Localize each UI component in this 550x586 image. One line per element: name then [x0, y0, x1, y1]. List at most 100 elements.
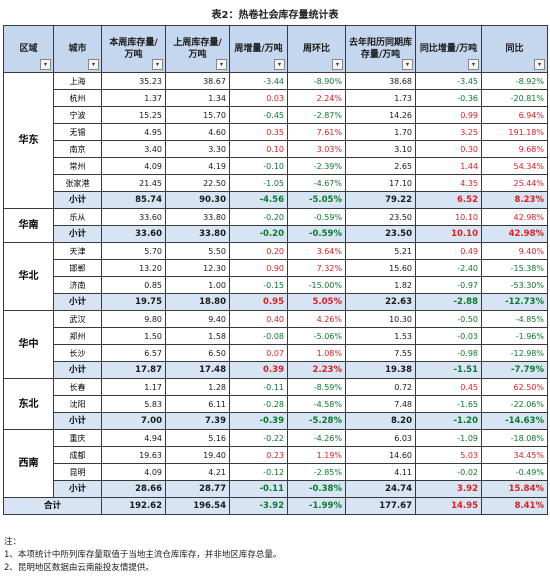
cell-week-pct: -4.26%	[287, 429, 346, 447]
cell-year-change: 3.25	[415, 123, 482, 141]
cell-city: 常州	[53, 157, 102, 175]
filter-dropdown-icon[interactable]: ▾	[534, 59, 545, 70]
cell-week-change: -0.15	[229, 276, 288, 294]
cell-year-pct: -53.30%	[481, 276, 548, 294]
filter-dropdown-icon[interactable]: ▾	[40, 59, 51, 70]
cell-current-week: 13.20	[101, 259, 166, 277]
subtotal-row: 小计 17.87 17.48 0.39 2.23% 19.38 -1.51 -7.79%	[4, 361, 548, 379]
cell-year-pct: -22.06%	[481, 395, 548, 413]
subtotal-row: 小计 33.60 33.80 -0.20 -0.59% 23.50 10.10 42.98%	[4, 225, 548, 243]
cell-previous-week: 1.58	[165, 327, 230, 345]
cell-subtotal-label: 小计	[53, 293, 102, 311]
cell-previous-week: 28.77	[165, 480, 230, 498]
cell-current-week: 7.00	[101, 412, 166, 430]
cell-week-pct: -5.28%	[287, 412, 346, 430]
cell-current-week: 5.70	[101, 242, 166, 260]
cell-week-change: -0.12	[229, 463, 288, 481]
cell-week-pct: -4.67%	[287, 174, 346, 192]
cell-last-year: 22.63	[345, 293, 416, 311]
cell-previous-week: 4.19	[165, 157, 230, 175]
cell-current-week: 0.85	[101, 276, 166, 294]
cell-city: 成都	[53, 446, 102, 464]
filter-dropdown-icon[interactable]: ▾	[152, 59, 163, 70]
cell-last-year: 1.82	[345, 276, 416, 294]
cell-year-change: -0.97	[415, 276, 482, 294]
cell-year-change: -1.65	[415, 395, 482, 413]
cell-city: 天津	[53, 242, 102, 260]
cell-week-change: 0.39	[229, 361, 288, 379]
cell-previous-week: 38.67	[165, 72, 230, 90]
cell-year-pct: -8.92%	[481, 72, 548, 90]
cell-week-pct: 2.24%	[287, 89, 346, 107]
cell-year-change: -0.02	[415, 463, 482, 481]
inventory-table: 区域 ▾ 城市 ▾ 本周库存量/万吨 ▾ 上周库存量/万吨 ▾ 周增量/万吨 ▾ 周环比 ▾…	[3, 25, 548, 515]
cell-city: 南京	[53, 140, 102, 158]
cell-week-change: -1.05	[229, 174, 288, 192]
cell-city: 武汉	[53, 310, 102, 328]
cell-city: 长春	[53, 378, 102, 396]
cell-week-change: 0.10	[229, 140, 288, 158]
cell-current-week: 19.63	[101, 446, 166, 464]
cell-last-year: 7.55	[345, 344, 416, 362]
cell-previous-week: 6.50	[165, 344, 230, 362]
cell-previous-week: 22.50	[165, 174, 230, 192]
cell-year-pct: 191.18%	[481, 123, 548, 141]
cell-last-year: 17.10	[345, 174, 416, 192]
cell-last-year: 10.30	[345, 310, 416, 328]
cell-region: 华中	[3, 310, 54, 379]
cell-last-year: 7.48	[345, 395, 416, 413]
cell-year-change: 6.52	[415, 191, 482, 209]
cell-city: 邯郸	[53, 259, 102, 277]
cell-week-pct: 1.08%	[287, 344, 346, 362]
cell-year-change: -0.36	[415, 89, 482, 107]
filter-dropdown-icon[interactable]: ▾	[332, 59, 343, 70]
table-row: 华中 武汉 9.80 9.40 0.40 4.26% 10.30 -0.50 -4.85%	[3, 310, 548, 379]
cell-year-pct: -14.63%	[481, 412, 548, 430]
cell-last-year: 79.22	[345, 191, 416, 209]
table-row: 常州 4.09 4.19 -0.10 -2.39% 2.65 1.44 54.34%	[4, 157, 548, 175]
cell-year-pct: -1.96%	[481, 327, 548, 345]
total-row: 合计 192.62 196.54 -3.92 -1.99% 177.67 14.95 8.41…	[3, 497, 548, 515]
filter-dropdown-icon[interactable]: ▾	[88, 59, 99, 70]
table-row: 昆明 4.09 4.21 -0.12 -2.85% 4.11 -0.02 -0.49%	[4, 463, 548, 481]
cell-current-week: 35.23	[101, 72, 166, 90]
cell-week-pct: -5.06%	[287, 327, 346, 345]
cell-year-pct: 25.44%	[481, 174, 548, 192]
cell-previous-week: 1.34	[165, 89, 230, 107]
cell-year-pct: 8.23%	[481, 191, 548, 209]
cell-current-week: 1.50	[101, 327, 166, 345]
cell-week-change: 0.35	[229, 123, 288, 141]
cell-year-pct: 54.34%	[481, 157, 548, 175]
table-row: 张家港 21.45 22.50 -1.05 -4.67% 17.10 4.35 25.44%	[4, 174, 548, 192]
cell-year-change: -2.88	[415, 293, 482, 311]
cell-previous-week: 5.50	[165, 242, 230, 260]
cell-last-year: 14.26	[345, 106, 416, 124]
cell-current-week: 5.83	[101, 395, 166, 413]
cell-year-pct: 6.94%	[481, 106, 548, 124]
cell-week-change: -0.10	[229, 157, 288, 175]
cell-week-pct: -2.87%	[287, 106, 346, 124]
cell-current-week: 9.80	[101, 310, 166, 328]
cell-week-pct: 7.61%	[287, 123, 346, 141]
header-last-year: 去年阳历同期库存量/万吨 ▾	[345, 25, 416, 73]
cell-subtotal-label: 小计	[53, 361, 102, 379]
filter-dropdown-icon[interactable]: ▾	[468, 59, 479, 70]
filter-dropdown-icon[interactable]: ▾	[216, 59, 227, 70]
filter-dropdown-icon[interactable]: ▾	[274, 59, 285, 70]
cell-city: 宁波	[53, 106, 102, 124]
cell-year-pct: -12.98%	[481, 344, 548, 362]
cell-previous-week: 4.21	[165, 463, 230, 481]
table-row: 华南 乐从 33.60 33.80 -0.20 -0.59% 23.50 10.10 42.98…	[3, 208, 548, 243]
cell-week-pct: -1.99%	[287, 497, 346, 515]
cell-week-change: -0.22	[229, 429, 288, 447]
cell-current-week: 17.87	[101, 361, 166, 379]
cell-last-year: 0.72	[345, 378, 416, 396]
cell-year-pct: -0.49%	[481, 463, 548, 481]
cell-week-pct: 4.26%	[287, 310, 346, 328]
cell-current-week: 1.37	[101, 89, 166, 107]
cell-last-year: 1.70	[345, 123, 416, 141]
cell-previous-week: 6.11	[165, 395, 230, 413]
cell-city: 重庆	[53, 429, 102, 447]
filter-dropdown-icon[interactable]: ▾	[402, 59, 413, 70]
